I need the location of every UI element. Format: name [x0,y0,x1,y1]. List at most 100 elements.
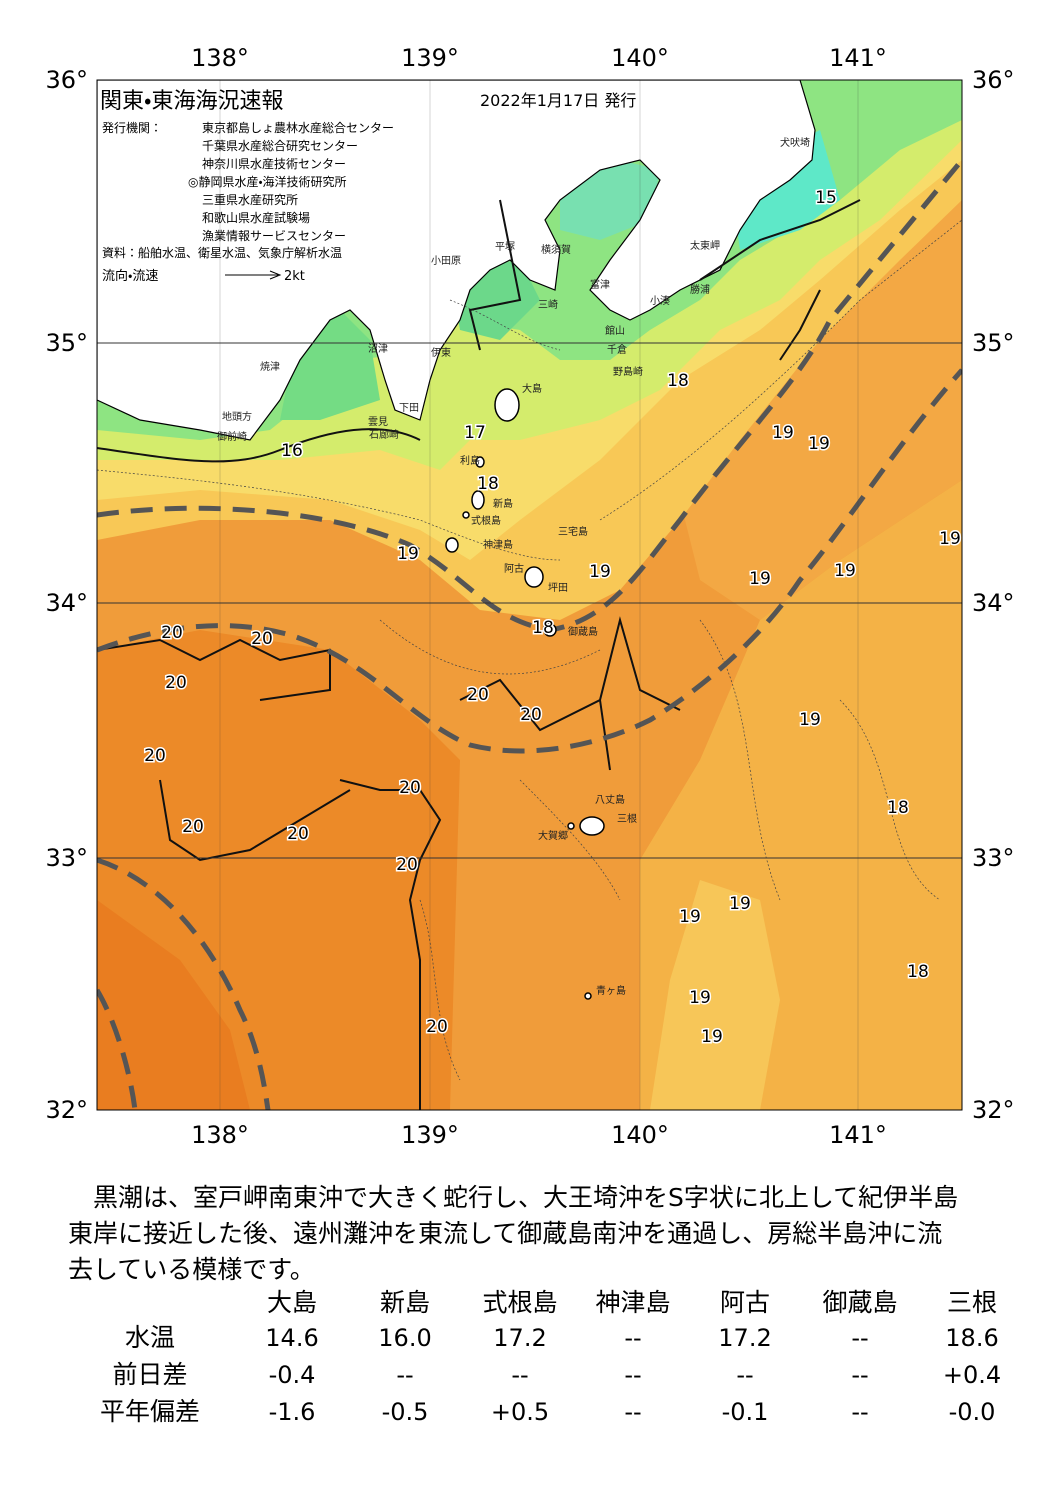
island [475,456,485,468]
depth-contour [519,779,621,901]
summary-line: 去している模様です。 [68,1255,315,1284]
isotherm-label: 19 [749,569,771,589]
longitude-label: 138° [191,1121,249,1149]
isotherm-line [779,289,821,361]
latitude-label: 33° [972,844,1015,872]
issuer: ◎静岡県水産・海洋技術研究所 [188,174,347,189]
table-cell: -1.6 [269,1398,316,1426]
table-cell: 17.2 [718,1324,771,1352]
isotherm-label: 20 [287,824,309,844]
isotherm-label: 18 [477,474,499,494]
isotherm-label: 20 [426,1017,448,1037]
longitude-label: 141° [829,1121,887,1149]
issuer: 和歌山県水産試験場 [202,210,310,225]
table-cell: -- [851,1324,868,1352]
island [567,822,575,830]
isotherm-label: 15 [815,188,837,208]
place-name: 石廊崎 [369,428,399,441]
depth-contour [379,619,601,675]
summary: 黒潮は、室戸岬南東沖で大きく蛇行し、大王埼沖をS字状に北上して紀伊半島 東岸に接近… [68,1180,1028,1288]
latitude-label: 35° [972,329,1015,357]
place-name: 野島崎 [613,365,643,378]
table-cell: -0.0 [949,1398,996,1426]
isotherm-label: 19 [834,561,856,581]
isotherm-label: 19 [589,562,611,582]
depth-contour [599,219,962,521]
island [445,537,459,553]
flow-legend: 流向・流速 [102,268,158,284]
place-name: 勝浦 [690,283,710,296]
place-name: 大島 [522,382,542,395]
isotherm-label: 19 [689,988,711,1008]
issuer: 神奈川県水産技術センター [202,156,346,171]
table-cell: -- [851,1398,868,1426]
latitude-label: 35° [45,329,88,357]
zone-east [650,880,780,1110]
isotherm-label: 19 [772,423,794,443]
isotherm-label: 18 [667,371,689,391]
isotherm-line [159,779,351,862]
place-name: 富津 [590,278,610,291]
table-cell: -0.4 [269,1361,316,1389]
isotherm-label: 19 [799,710,821,730]
latitude-label: 34° [972,589,1015,617]
place-name: 沼津 [368,342,388,355]
table-cell: +0.4 [943,1361,1001,1389]
table-cell: -- [736,1361,753,1389]
place-name: 焼津 [260,361,280,373]
depth-contour [839,699,941,901]
island [462,511,470,519]
isotherm-line [97,638,331,701]
issuer-label: 発行機関： [102,121,162,135]
island [579,816,605,836]
place-name: 式根島 [471,514,501,527]
place-name: 三根 [617,812,637,825]
table-cell: -- [624,1324,641,1352]
isotherm-line [468,199,522,351]
isotherm-label: 19 [701,1027,723,1047]
island [584,992,592,1000]
latitude-label: 32° [972,1096,1015,1124]
place-name: 利島 [460,454,480,467]
isotherm-label: 20 [467,685,489,705]
longitude-label: 138° [191,44,249,72]
table-cell: -- [851,1361,868,1389]
place-name: 小田原 [431,255,461,267]
issuer: 三重県水産研究所 [202,193,298,207]
place-name: 平塚 [495,241,515,253]
table-cell: -0.1 [722,1398,769,1426]
issuer: 千葉県水産総合研究センター [202,138,358,153]
island [471,490,485,510]
row-label: 前日差 [112,1360,187,1389]
table-cell: -- [511,1361,528,1389]
place-name: 神津島 [483,538,513,551]
table-cell: -- [624,1398,641,1426]
isotherm-label: 19 [679,907,701,927]
isotherm-label: 20 [399,778,421,798]
table-cell: 17.2 [493,1324,546,1352]
depth-contour [699,619,781,901]
row-label: 水温 [125,1323,175,1352]
table-cell: -- [624,1361,641,1389]
place-name: 下田 [399,403,419,414]
place-name: 坪田 [548,581,568,594]
isotherm-label: 20 [165,673,187,693]
place-name: 太東岬 [690,239,720,252]
isotherm-line [339,779,442,1110]
isotherm-label: 20 [520,705,542,725]
issue-date: 2022年1月17日 発行 [480,91,636,110]
place-name: 館山 [605,324,625,337]
map-frame [96,79,963,1111]
kuroshio-line [97,368,962,754]
island [494,388,520,422]
isotherm-label: 20 [396,855,418,875]
row-label: 平年偏差 [100,1397,200,1426]
longitude-label: 140° [611,1121,669,1149]
zone-ne [660,180,962,620]
kuroshio-line [97,988,138,1110]
summary-line: 東岸に接近した後、遠州灘沖を東流して御蔵島南沖を通過し、房総半島沖に流 [68,1219,943,1248]
place-name: 八丈島 [595,793,625,806]
latitude-label: 36° [972,66,1015,94]
place-name: 横須賀 [541,243,571,256]
